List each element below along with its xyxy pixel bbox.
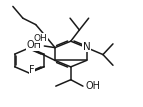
Text: OH: OH [26,40,41,51]
Text: F: F [29,65,35,75]
Text: OH: OH [86,81,100,91]
Text: OH: OH [34,34,48,43]
Text: N: N [83,42,90,52]
